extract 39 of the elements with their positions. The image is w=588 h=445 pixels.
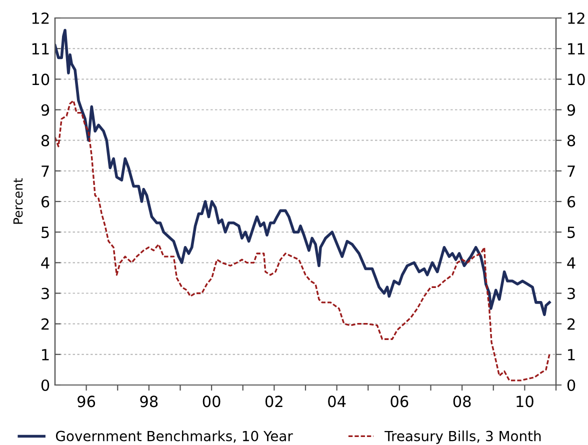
y-tick-label: 0 [41,379,50,392]
y2-tick-label: 12 [568,12,584,24]
y2-tick-label: 0 [567,379,576,392]
legend-label: Treasury Bills, 3 Month [384,430,541,444]
x-tick-label: 04 [328,396,346,408]
y2-tick-label: 10 [568,74,585,86]
line-series [55,28,551,316]
x-tick-label: 08 [453,396,471,408]
y2-tick-label: 9 [567,104,576,116]
x-tick-label: 96 [78,396,96,408]
y-tick-label: 11 [32,43,49,54]
x-tick-label: 06 [390,396,408,408]
y-tick-label: 4 [41,257,50,268]
y2-tick-label: 5 [568,226,575,238]
y2-tick-label: 3 [568,288,575,300]
y2-tick-label: 2 [568,318,575,330]
y2-tick-label: 7 [568,166,575,177]
line-series [55,100,550,382]
y2-tick-label: 6 [567,196,576,208]
y-axis-title: Percent [13,178,23,224]
y-tick-label: 9 [41,104,50,116]
y-tick-label: 3 [42,288,49,300]
x-tick-label: 98 [140,396,158,408]
y-tick-label: 7 [42,166,49,177]
y-tick-label: 5 [42,226,49,238]
y-tick-label: 2 [42,318,49,330]
y2-tick-label: 8 [567,134,576,146]
y-tick-label: 6 [41,196,50,208]
y2-tick-label: 4 [567,257,576,268]
y-tick-label: 1 [42,349,49,360]
x-tick-label: 00 [202,396,220,408]
x-tick-label: 10 [516,396,534,408]
y2-tick-label: 1 [568,349,575,360]
legend-label: Government Benchmarks, 10 Year [56,430,293,443]
y-tick-label: 12 [32,12,49,24]
y2-tick-label: 11 [568,43,584,54]
y-tick-label: 8 [41,134,50,146]
x-tick-label: 02 [265,396,282,408]
y-tick-label: 10 [32,74,50,86]
